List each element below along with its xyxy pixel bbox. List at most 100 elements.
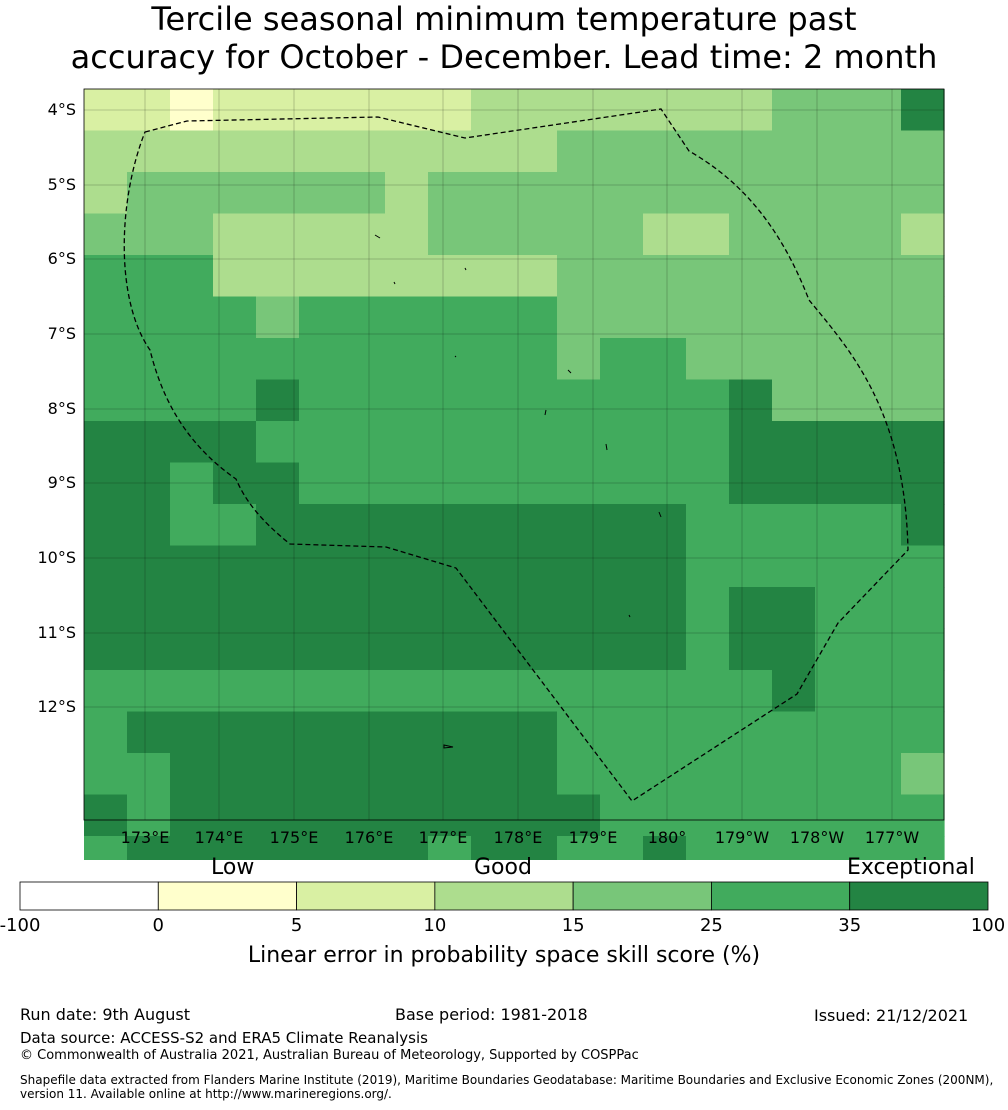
grid-cell [858, 670, 902, 713]
grid-cell [514, 836, 558, 860]
copyright: © Commonwealth of Australia 2021, Austra… [20, 1048, 639, 1063]
colorbar-tick-label: 100 [970, 915, 1006, 936]
eez-boundary [123, 108, 909, 802]
grid-cell [213, 462, 257, 505]
grid-cell [385, 587, 429, 630]
grid-cell [772, 89, 816, 132]
grid-cell [299, 753, 343, 796]
grid-cell [213, 836, 257, 860]
grid-cell [772, 628, 816, 671]
grid-cell [815, 338, 859, 381]
colorbar-bin [296, 881, 436, 911]
base-period: Base period: 1981-2018 [395, 1005, 588, 1024]
grid-cell [342, 89, 386, 132]
grid-cell [729, 379, 773, 422]
grid-cell [772, 421, 816, 464]
grid-cell [127, 628, 171, 671]
grid-cell [428, 130, 472, 173]
grid-cell [428, 213, 472, 256]
grid-cell [213, 255, 257, 298]
grid-cell [213, 794, 257, 837]
grid-cell [385, 628, 429, 671]
grid-cell [299, 670, 343, 713]
longitude-label: 174°E [194, 828, 244, 847]
grid-cell [428, 462, 472, 505]
grid-cell [643, 296, 687, 339]
grid-cell [729, 172, 773, 215]
island [544, 409, 547, 416]
grid-cell [686, 670, 730, 713]
issued-date: Issued: 21/12/2021 [814, 1006, 969, 1025]
grid-cell [84, 628, 128, 671]
colorbar-tick-label: 35 [838, 915, 862, 936]
grid-cell [256, 421, 300, 464]
grid-cell [299, 587, 343, 630]
grid-cell [600, 753, 644, 796]
grid-cell [84, 379, 128, 422]
shapefile-line-1: Shapefile data extracted from Flanders M… [20, 1073, 994, 1087]
grid-cell [471, 628, 515, 671]
data-source: Data source: ACCESS-S2 and ERA5 Climate … [20, 1029, 428, 1047]
grid-cell [901, 794, 945, 837]
grid-cell [514, 504, 558, 547]
grid-cell [557, 379, 601, 422]
grid-cell [471, 338, 515, 381]
grid-cell [729, 213, 773, 256]
grid-cell [643, 338, 687, 381]
grid-cell [127, 89, 171, 132]
grid-cell [514, 587, 558, 630]
grid-cell [84, 462, 128, 505]
grid-cell [729, 421, 773, 464]
grid-cell [557, 545, 601, 588]
grid-cell [643, 628, 687, 671]
grid-cell [256, 379, 300, 422]
grid-cell [256, 338, 300, 381]
grid-cell [428, 504, 472, 547]
grid-cell [600, 296, 644, 339]
grid-cell [686, 545, 730, 588]
grid-cell [772, 338, 816, 381]
grid-cell [600, 836, 644, 860]
grid-cell [858, 628, 902, 671]
grid-cell [385, 255, 429, 298]
grid-cell [127, 172, 171, 215]
grid-cell [901, 255, 945, 298]
grid-cell [385, 296, 429, 339]
grid-cell [299, 338, 343, 381]
grid-cell [815, 504, 859, 547]
grid-cell [385, 213, 429, 256]
grid-cell [729, 670, 773, 713]
grid-cell [127, 504, 171, 547]
grid-cell [557, 753, 601, 796]
grid-cell [815, 89, 859, 132]
latitude-label: 12°S [37, 697, 76, 716]
grid-cell [342, 338, 386, 381]
grid-cell [471, 836, 515, 860]
grid-cell [342, 504, 386, 547]
grid-cell [299, 296, 343, 339]
colorbar-tick-label: 5 [290, 915, 303, 936]
grid-cell [213, 213, 257, 256]
grid-cell [256, 670, 300, 713]
grid-cell [686, 172, 730, 215]
grid-cell [213, 421, 257, 464]
colorbar [19, 881, 989, 911]
colorbar-tick-label: 10 [423, 915, 447, 936]
longitude-label: 177°E [418, 828, 468, 847]
grid-cell [901, 711, 945, 754]
grid-cell [901, 338, 945, 381]
latitude-label: 10°S [37, 548, 76, 567]
grid-cell [256, 462, 300, 505]
grid-cell [643, 462, 687, 505]
grid-cell [213, 628, 257, 671]
grid-cell [901, 545, 945, 588]
grid-cell [127, 711, 171, 754]
map-area: 4°S 5°S 6°S 7°S 8°S 9°S 10°S 11°S 12°S 173°E 174°… [37, 88, 945, 860]
grid-cell [858, 545, 902, 588]
grid-cell [127, 130, 171, 173]
grid-cell [514, 545, 558, 588]
grid-cell [815, 421, 859, 464]
grid-cell [686, 462, 730, 505]
grid-cell [428, 255, 472, 298]
grid-cell [643, 504, 687, 547]
